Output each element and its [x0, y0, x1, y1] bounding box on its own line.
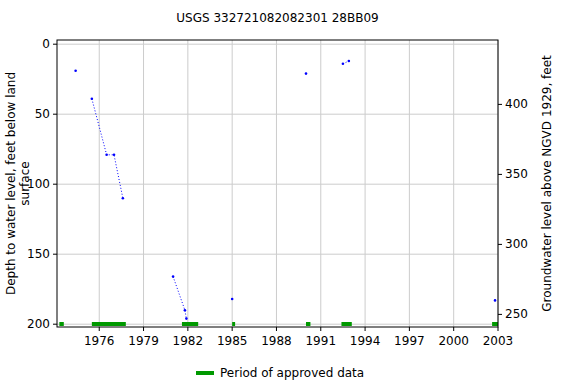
- y2-tick-label: 400: [505, 97, 528, 111]
- approved-period: [92, 322, 126, 326]
- tick: [320, 327, 321, 331]
- x-tick-label: 1976: [84, 334, 115, 348]
- x-tick-label: 2000: [438, 334, 469, 348]
- tick: [498, 327, 499, 331]
- title: USGS 332721082082301 28BB09: [176, 11, 378, 25]
- x-tick-label: 2003: [483, 334, 514, 348]
- data-point: [113, 154, 116, 157]
- data-point: [342, 63, 345, 66]
- data-point: [172, 275, 175, 278]
- plot-frame: [57, 40, 498, 327]
- grid-line: [453, 40, 454, 327]
- x-tick-label: 1979: [128, 334, 159, 348]
- tick: [498, 104, 502, 105]
- y-axis-label: Depth to water level, feet below land: [4, 72, 18, 295]
- grid-line: [57, 254, 498, 255]
- tick: [53, 184, 57, 185]
- chart-container: USGS 332721082082301 28BB09 1976 1979 1982 1…: [0, 0, 576, 384]
- data-point: [231, 298, 234, 301]
- y2-tick-label: 300: [505, 237, 528, 251]
- tick: [53, 254, 57, 255]
- data-point: [105, 154, 108, 157]
- grid-line: [276, 40, 277, 327]
- approved-period: [492, 322, 498, 326]
- y-tick-label: 200: [27, 317, 50, 331]
- tick: [498, 174, 502, 175]
- legend-swatch: [196, 371, 214, 375]
- y-axis-label: surface: [18, 161, 32, 205]
- data-point: [305, 72, 308, 75]
- y-tick-label: 50: [35, 107, 50, 121]
- tick: [53, 114, 57, 115]
- series-line: [173, 277, 186, 319]
- data-point: [494, 299, 497, 302]
- y2-tick-label: 250: [505, 307, 528, 321]
- grid-line: [143, 40, 144, 327]
- grid-line: [409, 40, 410, 327]
- approved-period: [59, 322, 63, 326]
- data-point: [185, 317, 188, 320]
- tick: [498, 314, 502, 315]
- data-point: [184, 309, 187, 312]
- series-line: [92, 99, 123, 198]
- tick: [53, 324, 57, 325]
- grid-line: [187, 40, 188, 327]
- approved-period: [182, 322, 198, 326]
- x-tick-label: 1991: [305, 334, 336, 348]
- approved-period: [306, 322, 310, 326]
- data-point: [348, 60, 351, 63]
- tick: [453, 327, 454, 331]
- tick: [276, 327, 277, 331]
- data-point: [91, 98, 94, 101]
- y2-tick-label: 350: [505, 167, 528, 181]
- tick: [99, 327, 100, 331]
- data-point: [122, 197, 125, 200]
- tick: [53, 44, 57, 45]
- tick: [409, 327, 410, 331]
- grid-line: [365, 40, 366, 327]
- approved-period: [341, 322, 351, 326]
- grid-line: [232, 40, 233, 327]
- tick: [498, 244, 502, 245]
- grid-line: [57, 44, 498, 45]
- tick: [232, 327, 233, 331]
- y-tick-label: 150: [27, 247, 50, 261]
- grid-line: [99, 40, 100, 327]
- tick: [365, 327, 366, 331]
- y-tick-label: 0: [42, 37, 50, 51]
- grid-line: [57, 114, 498, 115]
- x-tick-label: 1985: [217, 334, 248, 348]
- legend-label: Period of approved data: [220, 366, 364, 380]
- tick: [187, 327, 188, 331]
- grid-line: [57, 184, 498, 185]
- approved-period: [232, 322, 235, 326]
- x-tick-label: 1982: [173, 334, 204, 348]
- chart-svg: USGS 332721082082301 28BB09 1976 1979 1982 1…: [0, 0, 576, 384]
- data-point: [74, 70, 77, 73]
- x-tick-label: 1988: [261, 334, 292, 348]
- x-tick-label: 1997: [394, 334, 425, 348]
- grid-line: [320, 40, 321, 327]
- x-tick-label: 1994: [350, 334, 381, 348]
- y2-axis-label: Groundwater level above NGVD 1929, feet: [540, 55, 554, 312]
- tick: [143, 327, 144, 331]
